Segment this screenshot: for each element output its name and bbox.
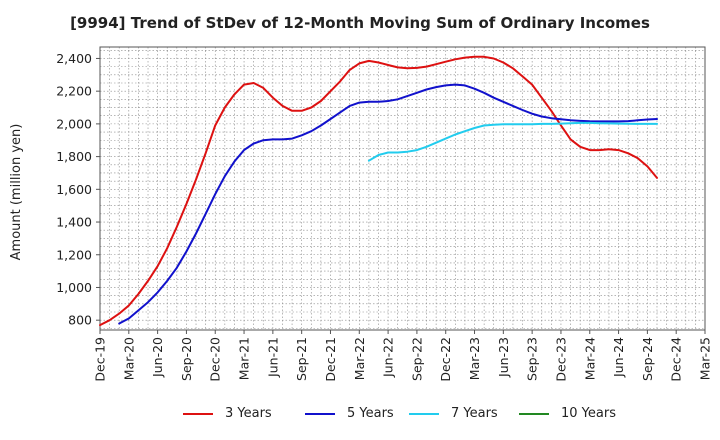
y-tick-label: 1,200 <box>56 247 92 262</box>
x-tick-label: Mar-24 <box>582 337 597 380</box>
x-tick-label: Sep-20 <box>179 337 194 381</box>
chart-title: [9994] Trend of StDev of 12-Month Moving… <box>70 14 650 32</box>
legend-item-10-years: 10 Years <box>519 406 616 421</box>
x-tick-label: Dec-22 <box>438 337 453 382</box>
grid-lines <box>99 47 706 330</box>
x-tick-label: Jun-22 <box>381 337 396 378</box>
x-tick-label: Mar-25 <box>698 337 713 380</box>
legend: 3 Years 5 Years 7 Years 10 Years <box>0 406 720 426</box>
axis-ticks: 800 1,000 1,200 1,400 1,600 1,800 2,000 2,200 2,… <box>56 51 712 382</box>
legend-label: 10 Years <box>561 406 616 421</box>
y-axis-label: Amount (million yen) <box>9 124 24 261</box>
x-tick-label: Mar-20 <box>121 337 136 380</box>
x-tick-label: Jun-20 <box>150 337 165 378</box>
legend-item-5-years: 5 Years <box>305 406 394 421</box>
x-tick-label: Jun-23 <box>496 337 511 378</box>
plot-frame <box>99 46 706 331</box>
x-tick-label: Dec-24 <box>669 337 684 382</box>
y-tick-label: 1,000 <box>56 280 92 295</box>
y-tick-label: 800 <box>68 313 92 328</box>
series-line-5-years <box>118 83 658 325</box>
series-line-7-years <box>367 121 658 162</box>
y-tick-label: 1,600 <box>56 182 92 197</box>
x-tick-label: Sep-21 <box>294 337 309 381</box>
x-tick-label: Mar-21 <box>237 337 252 380</box>
legend-item-7-years: 7 Years <box>409 406 498 421</box>
y-tick-label: 1,400 <box>56 215 92 230</box>
x-tick-label: Sep-23 <box>525 337 540 381</box>
y-tick-label: 2,400 <box>56 51 92 66</box>
y-tick-label: 1,800 <box>56 149 92 164</box>
series-lines <box>99 55 658 327</box>
x-tick-label: Sep-22 <box>409 337 424 381</box>
x-tick-label: Dec-20 <box>208 337 223 382</box>
x-tick-label: Dec-21 <box>323 337 338 382</box>
x-tick-label: Jun-24 <box>611 337 626 378</box>
legend-label: 3 Years <box>225 406 272 421</box>
legend-swatch <box>519 412 549 415</box>
legend-swatch <box>183 412 213 415</box>
legend-item-3-years: 3 Years <box>183 406 272 421</box>
series-line-3-years <box>99 55 658 327</box>
x-tick-label: Mar-22 <box>352 337 367 380</box>
y-tick-label: 2,200 <box>56 84 92 99</box>
x-tick-label: Dec-19 <box>93 337 108 382</box>
y-tick-label: 2,000 <box>56 116 92 131</box>
x-tick-label: Sep-24 <box>640 337 655 381</box>
x-tick-label: Mar-23 <box>467 337 482 380</box>
x-tick-label: Jun-21 <box>265 337 280 378</box>
legend-swatch <box>409 412 439 415</box>
legend-label: 5 Years <box>347 406 394 421</box>
x-tick-label: Dec-23 <box>553 337 568 382</box>
legend-label: 7 Years <box>451 406 498 421</box>
legend-swatch <box>305 412 335 415</box>
